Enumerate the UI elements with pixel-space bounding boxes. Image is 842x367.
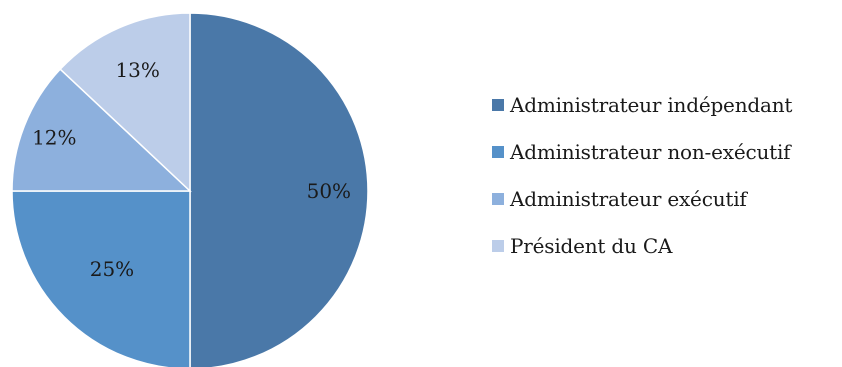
legend-swatch (492, 145, 504, 158)
legend-item-administrateur-executif: Administrateur exécutif (492, 184, 792, 213)
legend-swatch (492, 192, 504, 205)
slice-percent-label: 50% (307, 179, 351, 203)
pie-slice-president-du-ca (59, 12, 191, 193)
pie-slice-administrateur-non-executif (11, 190, 191, 367)
legend-item-president-du-ca: Président du CA (492, 231, 792, 260)
slice-percent-label: 12% (32, 125, 76, 149)
legend: Administrateur indépendant Administrateu… (492, 90, 792, 278)
legend-label: Président du CA (510, 233, 673, 258)
pie-slice-administrateur-executif (11, 68, 192, 192)
pie-slice-administrateur-independant (189, 12, 369, 367)
legend-item-administrateur-non-executif: Administrateur non-exécutif (492, 137, 792, 166)
legend-item-administrateur-independant: Administrateur indépendant (492, 90, 792, 119)
legend-label: Administrateur non-exécutif (510, 139, 791, 164)
legend-label: Administrateur indépendant (510, 92, 793, 117)
slice-percent-label: 25% (90, 257, 134, 281)
legend-swatch (492, 98, 504, 111)
pie-percent-labels: 50% 25% 12% 13% (32, 58, 351, 281)
pie-slices (11, 12, 369, 367)
slice-percent-label: 13% (115, 58, 159, 82)
legend-swatch (492, 239, 504, 252)
legend-label: Administrateur exécutif (510, 186, 747, 211)
